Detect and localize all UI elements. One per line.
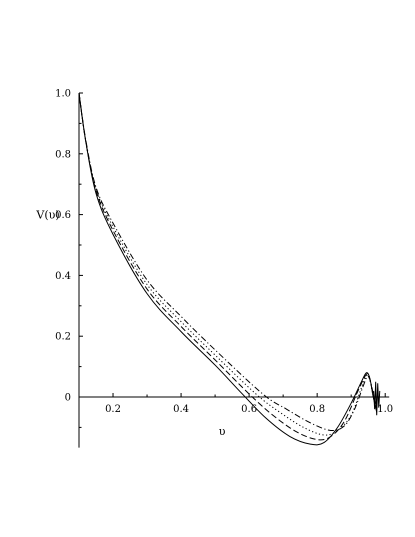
- y-tick-label: 0.8: [55, 149, 71, 160]
- x-tick-label: 1.0: [377, 404, 393, 415]
- y-tick-label: 0.4: [55, 271, 71, 282]
- y-tick-label: 0: [65, 393, 71, 404]
- series-line-3: [78, 92, 378, 436]
- x-tick-label: 0.6: [241, 404, 257, 415]
- x-tick-label: 0.4: [173, 404, 189, 415]
- oscillation-marks: [373, 381, 381, 416]
- axis-labels: υ V(υ): [35, 209, 225, 438]
- y-tick-label: 1.0: [55, 89, 71, 100]
- axes: 0 0.2 0.4 0.6 0.8 1.0 0.2 0.4 0.6 0.8 1.0: [55, 89, 393, 448]
- series-line-2: [78, 92, 378, 441]
- y-tick-label: 0.2: [55, 332, 71, 343]
- series-line-1: [78, 92, 378, 446]
- y-tick-label: 0.6: [55, 210, 71, 221]
- y-axis-label: V(υ): [35, 209, 59, 222]
- x-tick-label: 0.2: [105, 404, 121, 415]
- curves: [78, 92, 381, 446]
- x-tick-label: 0.8: [309, 404, 325, 415]
- series-line-4: [78, 92, 378, 432]
- x-axis-label: υ: [219, 425, 226, 438]
